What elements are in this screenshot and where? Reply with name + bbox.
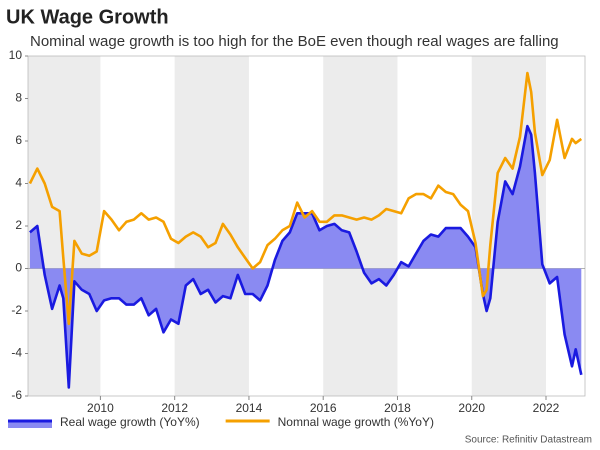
chart-subtitle: Nominal wage growth is too high for the … [30,33,559,50]
x-tick-label: 2010 [87,401,114,415]
y-tick-label: -2 [11,303,22,317]
x-tick-label: 2020 [458,401,485,415]
legend-label: Nomnal wage growth (%YoY) [278,415,434,429]
source-note: Source: Refinitiv Datastream [465,435,592,446]
shade-band [174,56,249,396]
series-line [28,71,583,326]
y-tick-label: -6 [11,388,22,402]
series-area [29,126,582,388]
x-tick-label: 2012 [161,401,188,415]
y-tick-label: 6 [15,133,22,147]
y-tick-label: 2 [15,218,22,232]
chart-title: UK Wage Growth [6,6,169,28]
shade-band [28,56,101,396]
legend-swatch-fill [8,421,52,428]
y-tick-label: 0 [15,261,22,275]
x-tick-label: 2018 [384,401,411,415]
y-tick-label: 4 [15,176,22,190]
y-tick-label: -4 [11,346,22,360]
x-tick-label: 2022 [533,401,560,415]
y-tick-label: 8 [15,91,22,105]
y-tick-label: 10 [9,48,23,62]
legend-label: Real wage growth (YoY%) [60,415,200,429]
x-tick-label: 2016 [310,401,337,415]
x-tick-label: 2014 [236,401,263,415]
